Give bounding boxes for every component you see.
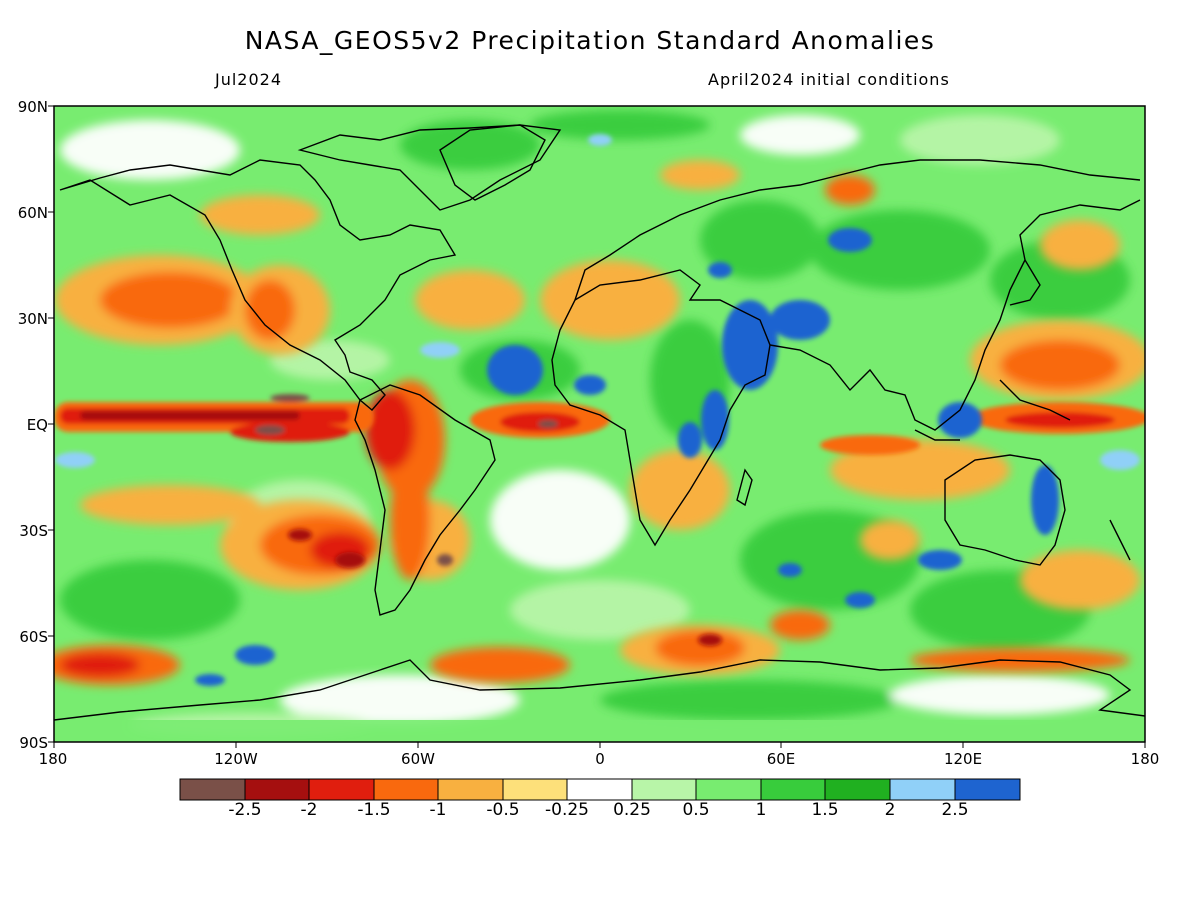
colorbar-label: -0.5 <box>486 800 520 820</box>
colorbar-label: -1 <box>429 800 447 820</box>
colorbar-label: 2.5 <box>941 800 969 820</box>
colorbar-label: 0.5 <box>682 800 710 820</box>
lon-label-0: 0 <box>595 750 605 768</box>
axis-ticks <box>48 105 1146 748</box>
colorbar-label: 1.5 <box>811 800 839 820</box>
lon-label-60w: 60W <box>401 750 435 768</box>
colorbar-bin-7 <box>566 778 633 801</box>
lon-label-60e: 60E <box>766 750 796 768</box>
lat-label-90n: 90N <box>17 98 48 116</box>
colorbar-bin-6 <box>502 778 568 801</box>
lat-label-90s: 90S <box>19 734 48 752</box>
lon-label-120e: 120E <box>943 750 983 768</box>
initial-conditions: April2024 initial conditions <box>708 70 950 89</box>
colorbar-label: -0.25 <box>545 800 589 820</box>
colorbar-label: -2 <box>300 800 318 820</box>
lon-label-180e: 180 <box>1130 750 1160 768</box>
colorbar-bin-2 <box>244 778 310 801</box>
lat-label-eq: EQ <box>26 416 48 434</box>
lat-label-30s: 30S <box>19 522 48 540</box>
colorbar-bin-9 <box>695 778 762 801</box>
colorbar-bin-4 <box>373 778 439 801</box>
colorbar-label: -1.5 <box>357 800 391 820</box>
lat-label-60s: 60S <box>19 628 48 646</box>
coastlines <box>54 124 1145 721</box>
colorbar-label: 1 <box>755 800 767 820</box>
colorbar-label: 0.25 <box>613 800 651 820</box>
colorbar-bin-1 <box>179 778 246 801</box>
lon-label-120w: 120W <box>214 750 258 768</box>
map-title: NASA_GEOS5v2 Precipitation Standard Anom… <box>244 26 936 55</box>
colorbar <box>179 778 1021 801</box>
colorbar-bin-5 <box>437 778 504 801</box>
lat-label-30n: 30N <box>17 310 48 328</box>
colorbar-bin-10 <box>760 778 826 801</box>
forecast-month: Jul2024 <box>215 70 283 89</box>
lon-label-180w: 180 <box>38 750 68 768</box>
colorbar-bin-13 <box>954 778 1021 801</box>
colorbar-bin-11 <box>824 778 891 801</box>
anomaly-field <box>54 106 1145 742</box>
lat-label-60n: 60N <box>17 204 48 222</box>
colorbar-label: 2 <box>884 800 896 820</box>
colorbar-bin-3 <box>308 778 375 801</box>
colorbar-bin-8 <box>631 778 697 801</box>
colorbar-label: -2.5 <box>228 800 262 820</box>
colorbar-bin-12 <box>889 778 956 801</box>
